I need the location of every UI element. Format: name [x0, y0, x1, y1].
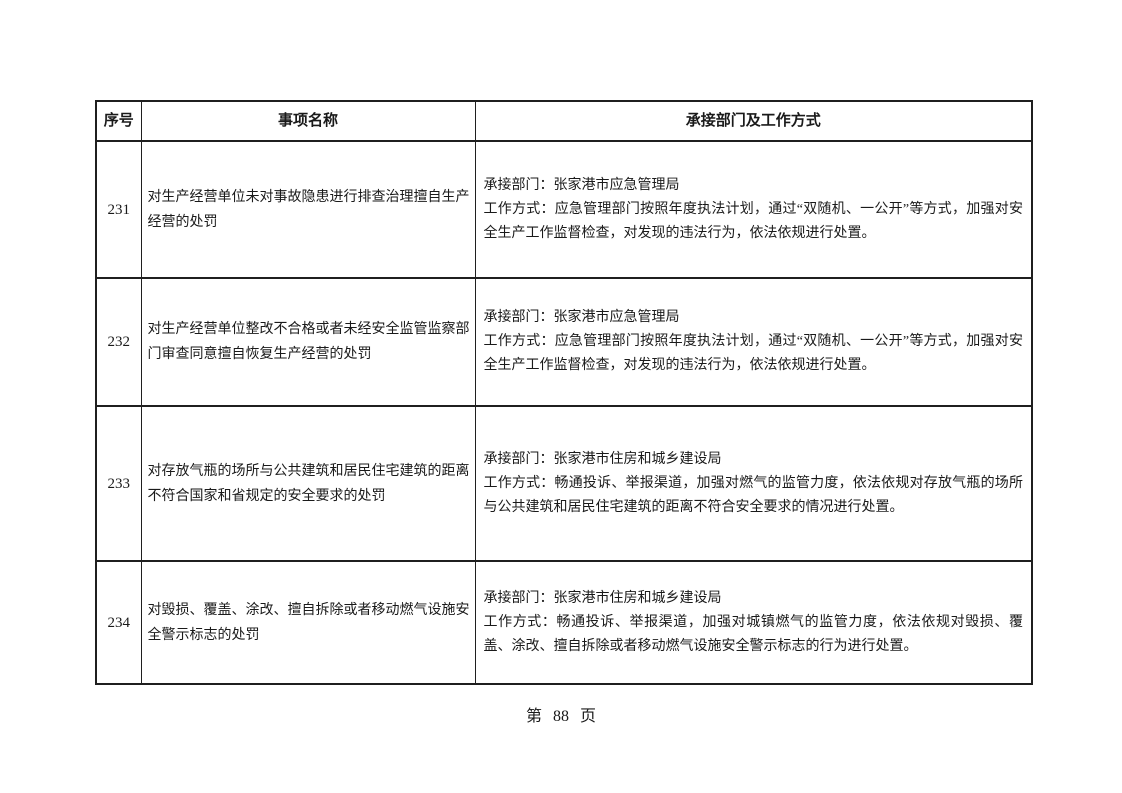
method-line: 工作方式：畅通投诉、举报渠道，加强对城镇燃气的监管力度，依法依规对毁损、覆盖、涂… [483, 614, 1024, 654]
method-line: 工作方式：畅通投诉、举报渠道，加强对燃气的监管力度，依法依规对存放气瓶的场所与公… [483, 475, 1024, 515]
row-number-cell: 233 [95, 405, 142, 562]
item-name-cell: 对生产经营单位未对事故隐患进行排查治理擅自生产经营的处罚 [140, 140, 476, 279]
item-name-cell: 对存放气瓶的场所与公共建筑和居民住宅建筑的距离不符合国家和省规定的安全要求的处罚 [140, 405, 476, 562]
dept-line: 承接部门：张家港市应急管理局 [483, 310, 680, 325]
dept-line: 承接部门：张家港市住房和城乡建设局 [483, 590, 722, 606]
dept-method-cell: 承接部门：张家港市住房和城乡建设局 工作方式：畅通投诉、举报渠道，加强对城镇燃气… [474, 560, 1033, 685]
method-line: 工作方式：应急管理部门按照年度执法计划，通过“双随机、一公开”等方式，加强对安全… [483, 201, 1024, 241]
item-name-cell: 对生产经营单位整改不合格或者未经安全监管监察部门审查同意擅自恢复生产经营的处罚 [140, 277, 476, 407]
row-number-cell: 231 [95, 140, 142, 279]
table-header-row: 序号 事项名称 承接部门及工作方式 [95, 100, 1033, 142]
method-line: 工作方式：应急管理部门按照年度执法计划，通过“双随机、一公开”等方式，加强对安全… [483, 334, 1024, 373]
header-col-name: 事项名称 [140, 100, 476, 142]
table-row: 231 对生产经营单位未对事故隐患进行排查治理擅自生产经营的处罚 承接部门：张家… [95, 140, 1033, 279]
header-col-no: 序号 [95, 100, 142, 142]
table-row: 234 对毁损、覆盖、涂改、擅自拆除或者移动燃气设施安全警示标志的处罚 承接部门… [95, 560, 1033, 685]
dept-method-cell: 承接部门：张家港市住房和城乡建设局 工作方式：畅通投诉、举报渠道，加强对燃气的监… [474, 405, 1033, 562]
items-table: 序号 事项名称 承接部门及工作方式 231 对生产经营单位未对事故隐患进行排查治… [95, 100, 1033, 685]
header-col-dept-method: 承接部门及工作方式 [474, 100, 1033, 142]
table-row: 233 对存放气瓶的场所与公共建筑和居民住宅建筑的距离不符合国家和省规定的安全要… [95, 405, 1033, 562]
dept-method-cell: 承接部门：张家港市应急管理局 工作方式：应急管理部门按照年度执法计划，通过“双随… [474, 277, 1033, 407]
row-number-cell: 232 [95, 277, 142, 407]
row-number-cell: 234 [95, 560, 142, 685]
page-number: 第 88 页 [525, 708, 596, 725]
dept-line: 承接部门：张家港市住房和城乡建设局 [483, 451, 722, 467]
dept-method-cell: 承接部门：张家港市应急管理局 工作方式：应急管理部门按照年度执法计划，通过“双随… [474, 140, 1033, 279]
table-row: 232 对生产经营单位整改不合格或者未经安全监管监察部门审查同意擅自恢复生产经营… [95, 277, 1033, 407]
item-name-cell: 对毁损、覆盖、涂改、擅自拆除或者移动燃气设施安全警示标志的处罚 [140, 560, 476, 685]
dept-line: 承接部门：张家港市应急管理局 [483, 177, 680, 193]
